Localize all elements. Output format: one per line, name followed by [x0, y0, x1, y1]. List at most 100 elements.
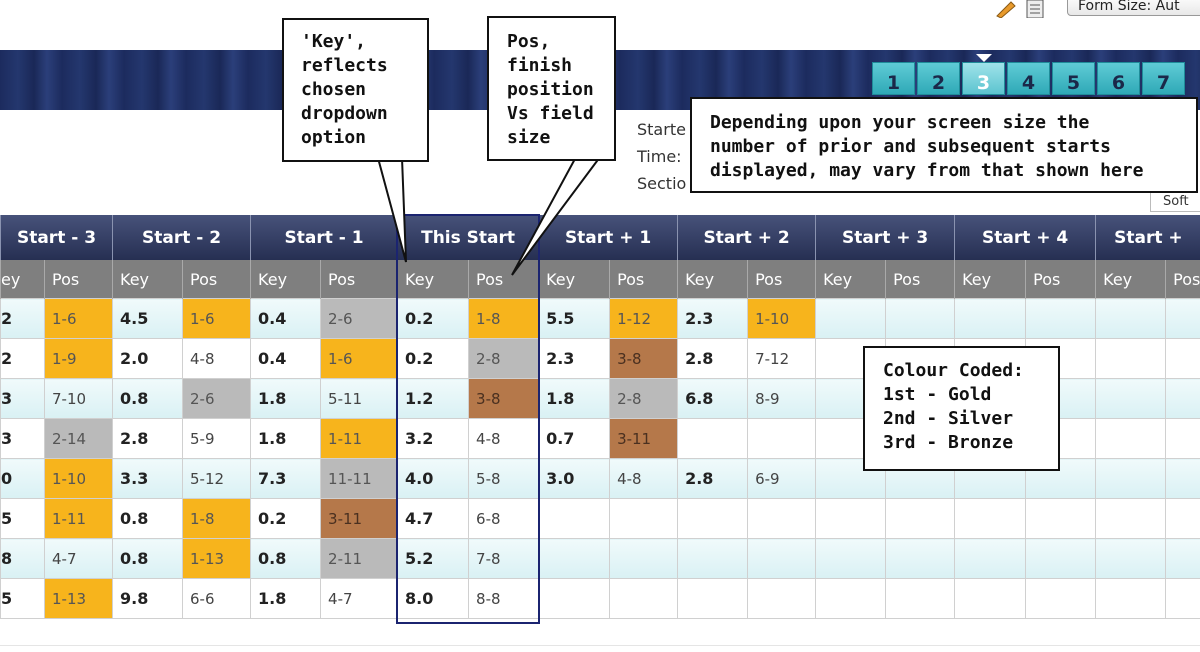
form-row: 2 1-6 4.5 1-6 0.4 2-6 0.2 1-8 5.5 1-12 2.3 1-10: [0, 298, 1200, 339]
key-cell: [1095, 458, 1167, 499]
key-cell: [815, 298, 887, 339]
start-tab[interactable]: 6: [1097, 62, 1140, 95]
callout-line: 'Key',: [301, 31, 367, 52]
key-cell: [954, 538, 1027, 579]
pos-cell: [609, 578, 679, 619]
going-label: Soft: [1150, 192, 1200, 212]
race-info-label: Time:: [637, 147, 682, 166]
pos-cell: [747, 498, 817, 539]
pos-cell: 2-11: [320, 538, 399, 579]
race-info-label: Starte: [637, 120, 686, 139]
callout-line: reflects: [301, 55, 388, 76]
column-header: Pos: [885, 260, 955, 299]
start-header: Start + 3: [815, 215, 955, 260]
key-cell: [1095, 338, 1167, 379]
pos-cell: 8-9: [747, 378, 817, 419]
pos-cell: [1165, 418, 1200, 459]
key-cell: 0.8: [112, 378, 184, 419]
pos-cell: 8-8: [468, 578, 540, 619]
pos-cell: [1165, 458, 1200, 499]
key-cell: 5.2: [397, 538, 470, 579]
pos-cell: 3-8: [468, 378, 540, 419]
callout-line: size: [507, 127, 551, 148]
key-cell: 3.0: [538, 458, 611, 499]
key-cell: 0.2: [397, 298, 470, 339]
pos-cell: 2-6: [182, 378, 252, 419]
key-cell: [954, 578, 1027, 619]
start-tab[interactable]: 7: [1142, 62, 1185, 95]
pos-cell: 5-11: [320, 378, 399, 419]
key-cell: 4.7: [397, 498, 470, 539]
key-cell: [1095, 578, 1167, 619]
column-header: Key: [112, 260, 183, 299]
pos-cell: 2-6: [320, 298, 399, 339]
pos-cell: [1165, 338, 1200, 379]
pos-cell: [885, 538, 956, 579]
pos-cell: [747, 418, 817, 459]
key-cell: 2: [0, 298, 45, 339]
column-header: Pos: [609, 260, 678, 299]
callout-screen: Depending upon your screen size the numbe…: [690, 97, 1198, 193]
callout-line: Pos,: [507, 31, 551, 52]
pos-cell: [885, 498, 956, 539]
active-tab-marker: [976, 54, 992, 62]
pos-cell: 1-11: [320, 418, 399, 459]
pos-cell: [1165, 298, 1200, 339]
column-header: Key: [815, 260, 886, 299]
key-cell: [538, 538, 611, 579]
start-header: Start - 3: [0, 215, 113, 260]
pos-cell: 3-11: [320, 498, 399, 539]
column-header: Pos: [747, 260, 816, 299]
pos-cell: [885, 578, 956, 619]
pos-cell: 4-7: [43, 538, 114, 579]
callout-colour: Colour Coded: 1st - Gold 2nd - Silver 3rd -…: [863, 346, 1060, 471]
start-tab[interactable]: 5: [1052, 62, 1095, 95]
callout-line: 1st - Gold: [883, 384, 992, 405]
key-cell: 0.8: [112, 538, 184, 579]
column-header: Pos: [182, 260, 251, 299]
key-cell: 5.5: [538, 298, 611, 339]
start-tab[interactable]: 2: [917, 62, 960, 95]
column-header: Pos: [320, 260, 398, 299]
start-tab[interactable]: 4: [1007, 62, 1050, 95]
key-cell: [1095, 298, 1167, 339]
callout-line: 3rd - Bronze: [883, 432, 1014, 453]
pos-cell: 7-8: [468, 538, 540, 579]
start-header: Start + 4: [954, 215, 1096, 260]
start-header: This Start: [397, 215, 539, 260]
pos-cell: 1-6: [182, 298, 252, 339]
form-size-select[interactable]: Form Size: Aut: [1067, 0, 1200, 16]
toolbar-icons[interactable]: [995, 0, 1055, 18]
form-row: 5 1-11 0.8 1-8 0.2 3-11 4.7 6-8: [0, 498, 1200, 539]
key-cell: 5: [0, 578, 45, 619]
pos-cell: 1-13: [43, 578, 114, 619]
key-cell: 1.8: [538, 378, 611, 419]
column-header: Key: [1095, 260, 1166, 299]
pos-cell: [1165, 378, 1200, 419]
pos-cell: 1-10: [747, 298, 817, 339]
this-start-outline: [396, 214, 540, 624]
column-header: Key: [250, 260, 321, 299]
key-cell: 4.5: [112, 298, 184, 339]
pos-cell: [1165, 498, 1200, 539]
pos-cell: [609, 498, 679, 539]
start-tab[interactable]: 1: [872, 62, 915, 95]
callout-line: dropdown: [301, 103, 388, 124]
key-cell: 1.8: [250, 378, 322, 419]
pos-cell: 4-7: [320, 578, 399, 619]
start-tab[interactable]: 3: [962, 62, 1005, 95]
pos-cell: 1-13: [182, 538, 252, 579]
callout-line: chosen: [301, 79, 367, 100]
start-header: Start +: [1095, 215, 1200, 260]
pos-cell: 1-8: [468, 298, 540, 339]
callout-line: Depending upon your screen size the: [710, 112, 1090, 133]
column-header: Key: [397, 260, 469, 299]
key-cell: [677, 418, 749, 459]
column-header: Pos: [1165, 260, 1200, 299]
callout-line: position: [507, 79, 594, 100]
key-cell: 1.8: [250, 418, 322, 459]
column-header: Pos: [1025, 260, 1096, 299]
key-cell: 0.2: [250, 498, 322, 539]
